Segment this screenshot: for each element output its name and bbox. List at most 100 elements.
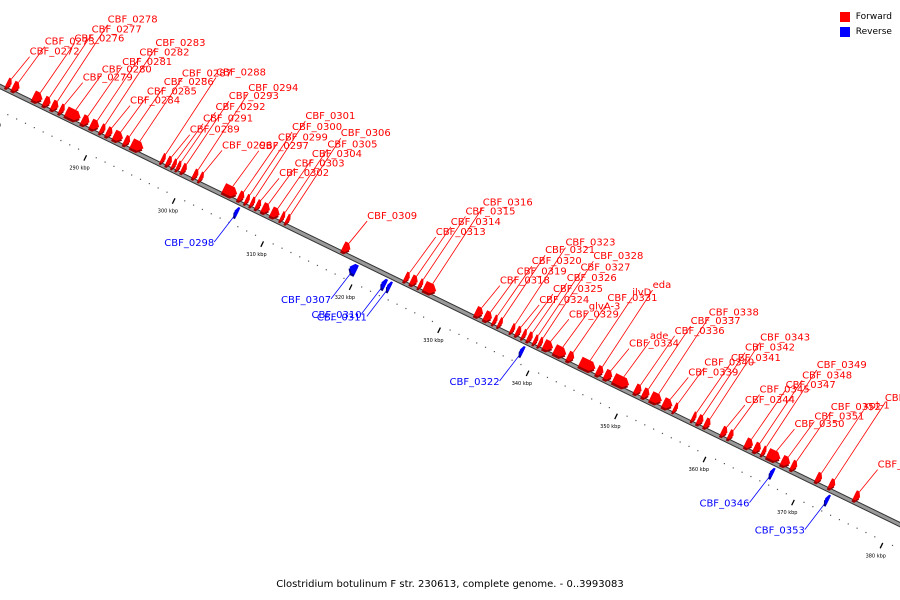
gene-label[interactable]: CBF_0286 [164, 77, 214, 88]
gene-label[interactable]: CBF_0300 [292, 122, 342, 133]
gene-feature[interactable] [513, 325, 524, 339]
gene-feature[interactable] [826, 478, 838, 492]
gene-label[interactable]: ade [650, 331, 669, 342]
gene-feature[interactable] [179, 162, 189, 176]
gene-label[interactable]: CBF_0313 [436, 227, 486, 238]
gene-label[interactable]: CBF_0307 [281, 295, 331, 306]
gene-label[interactable]: CBF_0315 [465, 206, 515, 217]
gene-feature[interactable] [121, 134, 133, 149]
gene-label[interactable]: xpt-1 [864, 400, 890, 411]
gene-label[interactable]: CBF_0301 [305, 111, 355, 122]
gene-feature[interactable] [495, 317, 505, 330]
gene-label[interactable]: CBF_0318 [500, 276, 550, 287]
gene-feature[interactable] [536, 336, 545, 350]
gene-label[interactable]: CBF_0345 [760, 385, 810, 396]
gene-label[interactable]: CBF_0281 [122, 57, 172, 68]
gene-feature[interactable] [813, 471, 824, 486]
gene-feature[interactable] [174, 160, 183, 174]
gene-feature[interactable] [525, 331, 535, 344]
gene-feature[interactable] [340, 241, 353, 256]
gene-feature[interactable] [610, 373, 632, 392]
gene-feature[interactable] [701, 417, 713, 432]
gene-label[interactable]: CBF_0321 [545, 245, 595, 256]
gene-label[interactable]: CBF_0341 [731, 353, 781, 364]
gene-label[interactable]: CBF_0340 [704, 358, 754, 369]
gene-label[interactable]: CBF_0320 [532, 256, 582, 267]
gene-feature[interactable] [278, 211, 287, 224]
gene-label[interactable]: CBF_0283 [155, 38, 205, 49]
gene-feature[interactable] [242, 193, 252, 207]
gene-feature[interactable] [472, 305, 486, 321]
gene-label[interactable]: CBF_0288 [216, 67, 266, 78]
gene-feature[interactable] [694, 414, 706, 428]
gene-feature[interactable] [220, 183, 240, 201]
gene-label[interactable]: CBF_0323 [565, 238, 615, 249]
gene-feature[interactable] [57, 103, 67, 117]
gene-feature[interactable] [378, 278, 389, 292]
gene-label[interactable]: CBF_0334 [629, 339, 679, 350]
gene-feature[interactable] [259, 202, 273, 217]
gene-feature[interactable] [346, 262, 359, 277]
gene-label[interactable]: CBF_0296 [222, 140, 272, 151]
gene-feature[interactable] [594, 364, 606, 379]
gene-feature[interactable] [253, 199, 263, 212]
gene-feature[interactable] [3, 77, 14, 91]
gene-feature[interactable] [231, 206, 241, 220]
gene-feature[interactable] [689, 411, 699, 424]
gene-feature[interactable] [531, 334, 540, 347]
gene-label[interactable]: CBF_0279 [83, 73, 133, 84]
gene-label[interactable]: CBF_0276 [74, 34, 124, 45]
gene-feature[interactable] [283, 213, 292, 227]
gene-feature[interactable] [110, 129, 125, 146]
gene-feature[interactable] [103, 126, 115, 140]
gene-label[interactable]: CBF_0338 [709, 307, 759, 318]
gene-label[interactable]: CBF_0347 [786, 380, 836, 391]
gene-feature[interactable] [158, 153, 168, 166]
gene-label[interactable]: CBF_0353 [755, 526, 805, 537]
gene-label[interactable]: CBF_0329 [569, 309, 619, 320]
gene-label[interactable]: CBF_0277 [92, 24, 142, 35]
gene-label[interactable]: CBF_0285 [147, 86, 197, 97]
gene-label[interactable]: CBF_0278 [108, 15, 158, 26]
gene-feature[interactable] [49, 99, 61, 114]
gene-label[interactable]: ilvD [632, 288, 651, 299]
gene-label[interactable]: CBF_0327 [580, 262, 630, 273]
gene-label[interactable]: CBF_0350 [794, 419, 844, 430]
gene-feature[interactable] [268, 206, 281, 221]
gene-label[interactable]: CBF_0343 [760, 332, 810, 343]
gene-label[interactable]: CBF_0292 [215, 102, 265, 113]
gene-label[interactable]: CBF_0289 [190, 125, 240, 136]
gene-label[interactable]: CBF_0273 [45, 37, 95, 48]
gene-feature[interactable] [79, 114, 92, 129]
gene-label[interactable]: CBF_0351 [814, 411, 864, 422]
gene-feature[interactable] [235, 190, 247, 205]
gene-label[interactable]: CBF_0314 [451, 217, 501, 228]
gene-feature[interactable] [718, 425, 730, 440]
gene-feature[interactable] [577, 356, 598, 376]
gene-feature[interactable] [671, 402, 680, 415]
gene-feature[interactable] [540, 339, 555, 355]
gene-feature[interactable] [519, 328, 529, 342]
gene-feature[interactable] [851, 490, 862, 504]
gene-label[interactable]: CBF_0342 [745, 343, 795, 354]
gene-feature[interactable] [63, 106, 83, 125]
gene-feature[interactable] [402, 271, 412, 285]
gene-feature[interactable] [508, 323, 517, 336]
gene-feature[interactable] [778, 454, 792, 470]
gene-label[interactable]: CBF_0282 [139, 48, 189, 59]
gene-label[interactable]: CBF_0304 [312, 149, 362, 160]
gene-label[interactable]: CBF_0306 [341, 128, 391, 139]
gene-feature[interactable] [408, 274, 420, 288]
gene-feature[interactable] [640, 387, 652, 401]
gene-label[interactable]: CBF_0284 [130, 96, 180, 107]
gene-feature[interactable] [822, 494, 831, 507]
gene-feature[interactable] [764, 448, 783, 465]
gene-label[interactable]: CBF_0331 [607, 293, 657, 304]
gene-feature[interactable] [490, 314, 500, 328]
gene-feature[interactable] [164, 155, 174, 169]
gene-feature[interactable] [767, 467, 776, 480]
gene-label[interactable]: CBF_0328 [593, 251, 643, 262]
gene-feature[interactable] [751, 441, 764, 456]
gene-label[interactable]: CBF_0280 [102, 64, 152, 75]
gene-feature[interactable] [87, 118, 101, 134]
